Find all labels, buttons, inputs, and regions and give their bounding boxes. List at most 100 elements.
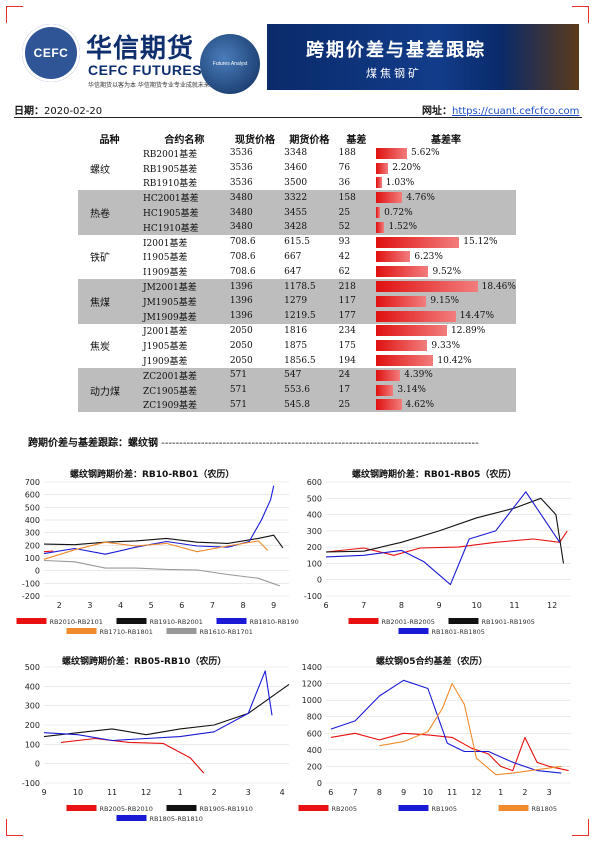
futures-price-cell: 3460: [284, 163, 308, 174]
legend-swatch: [66, 628, 97, 634]
legend-swatch: [166, 805, 197, 811]
x-tick-label: 2: [57, 601, 62, 610]
basis-cell: 52: [336, 219, 377, 235]
basis-rate-cell: 9.52%: [376, 264, 516, 279]
basis-rate-bar: [376, 236, 460, 248]
basis-table: 品种 合约名称 现货价格 期货价格 基差 基差率 螺纹 RB2001基差 3536 3348 18…: [78, 131, 516, 413]
y-tick-label: 700: [25, 478, 40, 487]
legend-label: RB1710-RB1801: [100, 628, 153, 636]
variety-cell: 焦炭: [90, 342, 110, 354]
basis-rate-value: 9.33%: [431, 340, 461, 351]
legend-label: RB2005: [332, 805, 358, 813]
spot-price-cell: 1396: [227, 293, 283, 309]
x-tick-label: 12: [547, 601, 557, 610]
x-tick-label: 8: [377, 788, 382, 797]
legend-swatch: [498, 805, 529, 811]
table-row: J1905基差 2050 1875 175 9.33%: [78, 338, 516, 353]
spot-price-cell: 3536: [229, 148, 253, 159]
legend-label: RB1805-RB1810: [150, 815, 203, 823]
y-tick-label: 300: [25, 529, 40, 538]
basis-rate-bar: [376, 355, 434, 367]
basis-cell: 25: [336, 397, 377, 413]
contract-cell: I2001基差: [142, 238, 188, 249]
table-row: HC1910基差 3480 3428 52 1.52%: [78, 219, 516, 235]
series-line-rb2001-rb2005: [325, 530, 568, 556]
y-tick-label: 600: [307, 478, 322, 487]
basis-rate-value: 5.62%: [411, 148, 440, 159]
basis-rate-cell: 5.62%: [376, 146, 516, 161]
header-contract: 合约名称: [140, 131, 228, 146]
y-tick-label: 0: [35, 760, 40, 769]
basis-rate-cell: 15.12%: [376, 235, 516, 250]
x-tick-label: 9: [437, 601, 442, 610]
legend-label: RB1905-RB1910: [200, 805, 253, 813]
basis-rate-value: 3.14%: [397, 385, 426, 396]
spot-price-cell: 3536: [229, 163, 253, 174]
y-tick-label: 400: [25, 516, 40, 525]
contract-cell: ZC2001基差: [140, 367, 228, 383]
spot-price-cell: 3480: [227, 190, 283, 206]
contract-cell: JM1905基差: [140, 293, 228, 309]
y-tick-label: 400: [25, 682, 40, 691]
futures-price-cell: 1178.5: [282, 279, 337, 294]
series-line-rb1905: [330, 679, 562, 774]
chart-1-title: 螺纹钢跨期价差：RB10-RB01（农历）: [70, 470, 235, 480]
series-line-rb1801-rb1805: [325, 491, 561, 586]
x-tick-label: 7: [361, 601, 366, 610]
y-tick-label: 0: [35, 567, 40, 576]
spot-price-cell: 2050: [229, 355, 253, 366]
table-row: 螺纹 RB2001基差 3536 3348 188 5.62%: [78, 146, 516, 176]
y-tick-label: 300: [307, 527, 322, 536]
x-tick-label: 2: [212, 788, 217, 797]
basis-rate-value: 12.89%: [451, 325, 486, 336]
x-tick-label: 9: [401, 788, 406, 797]
variety-cell: 螺纹: [90, 164, 110, 176]
basis-rate-cell: 9.33%: [376, 338, 516, 353]
y-tick-label: 500: [25, 663, 40, 672]
spot-price-cell: 3536: [229, 177, 253, 188]
website-link[interactable]: https://cuant.cefcfco.com: [452, 106, 580, 117]
futures-price-cell: 647: [284, 266, 302, 277]
legend-swatch: [166, 628, 197, 634]
spot-price-cell: 708.6: [229, 237, 256, 248]
legend-swatch: [398, 805, 429, 811]
contract-cell: HC1910基差: [140, 219, 228, 235]
table-row: I1905基差 708.6 667 42 6.23%: [78, 250, 516, 265]
basis-rate-bar: [376, 369, 401, 381]
legend-label: RB1610-RB1701: [200, 628, 253, 636]
y-tick-label: 1000: [302, 696, 322, 705]
basis-rate-bar: [376, 399, 402, 411]
y-tick-label: 100: [307, 559, 322, 568]
y-tick-label: 200: [25, 721, 40, 730]
basis-rate-value: 4.76%: [406, 192, 435, 203]
x-tick-label: 3: [547, 788, 552, 797]
basis-rate-cell: 14.47%: [376, 308, 516, 324]
table-row: J1909基差 2050 1856.5 194 10.42%: [78, 353, 516, 368]
series-line-rb2005-rb2010: [60, 737, 205, 774]
variety-cell: 热卷: [78, 190, 141, 235]
y-tick-label: 500: [307, 494, 322, 503]
futures-price-cell: 3348: [284, 148, 308, 159]
variety-cell: 焦煤: [78, 279, 141, 324]
x-tick-label: 6: [323, 601, 328, 610]
brand-name-en: CEFC FUTURES: [88, 62, 203, 78]
series-line-rb1905-rb1910: [43, 683, 290, 738]
contract-cell: ZC1909基差: [140, 397, 228, 413]
legend-swatch: [398, 628, 429, 634]
series-line-rb1910-rb2001: [43, 534, 284, 549]
x-tick-label: 6: [328, 788, 333, 797]
futures-price-cell: 615.5: [284, 237, 310, 248]
legend-label: RB1805: [532, 805, 558, 813]
contract-cell: J2001基差: [142, 327, 188, 338]
table-row: ZC1909基差 571 545.8 25 4.62%: [78, 397, 516, 413]
futures-price-cell: 1279: [282, 293, 337, 309]
basis-rate-value: 10.42%: [437, 355, 472, 366]
contract-cell: J1909基差: [142, 357, 188, 368]
contract-cell: RB1910基差: [142, 179, 198, 190]
basis-rate-bar: [376, 192, 403, 204]
y-tick-label: 1400: [302, 663, 322, 672]
x-tick-label: 2: [522, 788, 527, 797]
y-tick-label: 600: [25, 491, 40, 500]
basis-cell: 188: [338, 148, 356, 159]
y-tick-label: 800: [307, 713, 322, 722]
